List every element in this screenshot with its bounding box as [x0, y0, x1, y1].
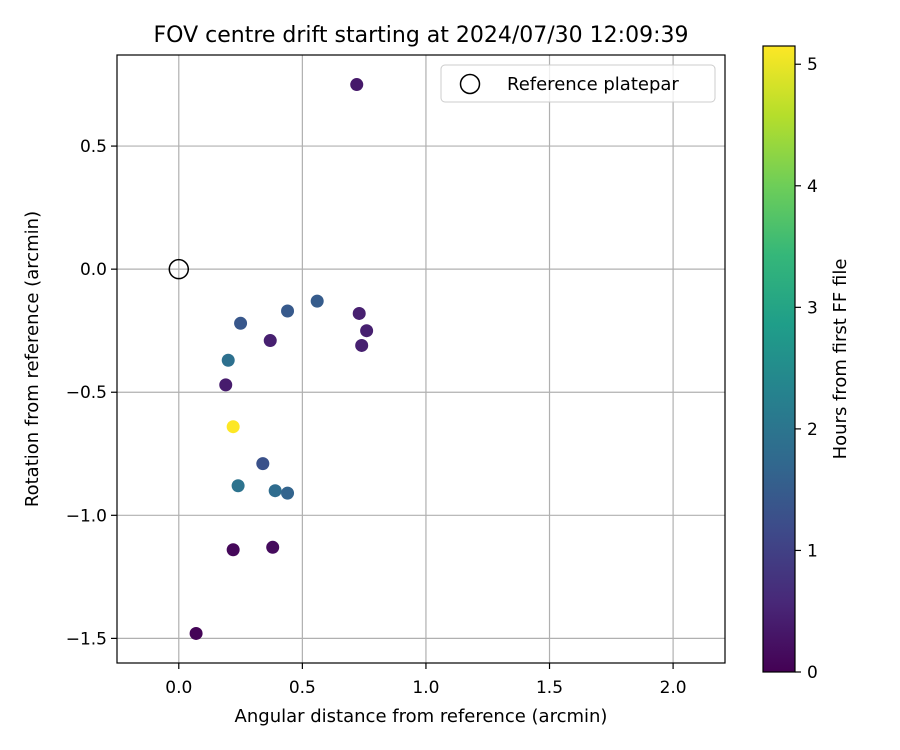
x-tick-label: 1.5 — [536, 678, 563, 698]
colorbar-tick-label: 5 — [807, 55, 818, 75]
colorbar-tick-label: 2 — [807, 420, 818, 440]
data-point — [352, 306, 366, 320]
x-tick-label: 1.0 — [412, 678, 439, 698]
data-point — [256, 457, 270, 471]
x-tick-label: 0.0 — [165, 678, 192, 698]
colorbar-tick-label: 0 — [807, 663, 818, 683]
reference-platepar-marker — [168, 258, 190, 280]
y-tick-label: −1.0 — [66, 506, 107, 526]
y-axis-ticks: −1.5 −1.0 −0.5 0.0 0.5 — [66, 137, 117, 649]
data-point — [268, 484, 282, 498]
plot-background — [117, 55, 725, 663]
data-point — [360, 324, 374, 338]
x-tick-label: 2.0 — [660, 678, 687, 698]
data-point — [234, 316, 248, 330]
colorbar-gradient — [763, 46, 795, 672]
data-point — [355, 338, 369, 352]
data-point — [231, 479, 245, 493]
x-tick-label: 0.5 — [289, 678, 316, 698]
colorbar-tick-label: 1 — [807, 541, 818, 561]
chart-title: FOV centre drift starting at 2024/07/30 … — [154, 23, 689, 48]
y-tick-label: 0.5 — [80, 137, 107, 157]
grid-lines — [117, 55, 725, 663]
data-point — [350, 78, 364, 92]
colorbar-tick-label: 4 — [807, 177, 818, 197]
data-points — [168, 78, 374, 640]
colorbar-frame — [762, 45, 796, 673]
x-axis-label: Angular distance from reference (arcmin) — [235, 706, 608, 727]
data-point — [219, 378, 233, 392]
data-point — [266, 540, 280, 554]
data-point — [226, 420, 240, 434]
data-point — [310, 294, 324, 308]
y-tick-label: −1.5 — [66, 629, 107, 649]
legend-box — [440, 64, 716, 103]
y-tick-label: 0.0 — [80, 260, 107, 280]
data-point — [221, 353, 235, 367]
data-point — [281, 304, 295, 318]
legend: Reference platepar — [440, 64, 716, 103]
colorbar: 0 1 2 3 4 5 Hours from first FF file — [762, 45, 851, 683]
y-tick-label: −0.5 — [66, 383, 107, 403]
y-axis-label: Rotation from reference (arcmin) — [22, 211, 43, 507]
x-axis-ticks: 0.0 0.5 1.0 1.5 2.0 — [165, 663, 687, 698]
data-point — [226, 543, 240, 557]
plot-frame — [116, 54, 726, 664]
legend-marker — [459, 73, 481, 95]
colorbar-label: Hours from first FF file — [830, 259, 851, 460]
data-point — [281, 486, 295, 500]
data-point — [189, 626, 203, 640]
legend-label: Reference platepar — [507, 74, 679, 95]
data-point — [263, 334, 277, 348]
colorbar-ticks: 0 1 2 3 4 5 — [795, 55, 818, 683]
colorbar-tick-label: 3 — [807, 298, 818, 318]
